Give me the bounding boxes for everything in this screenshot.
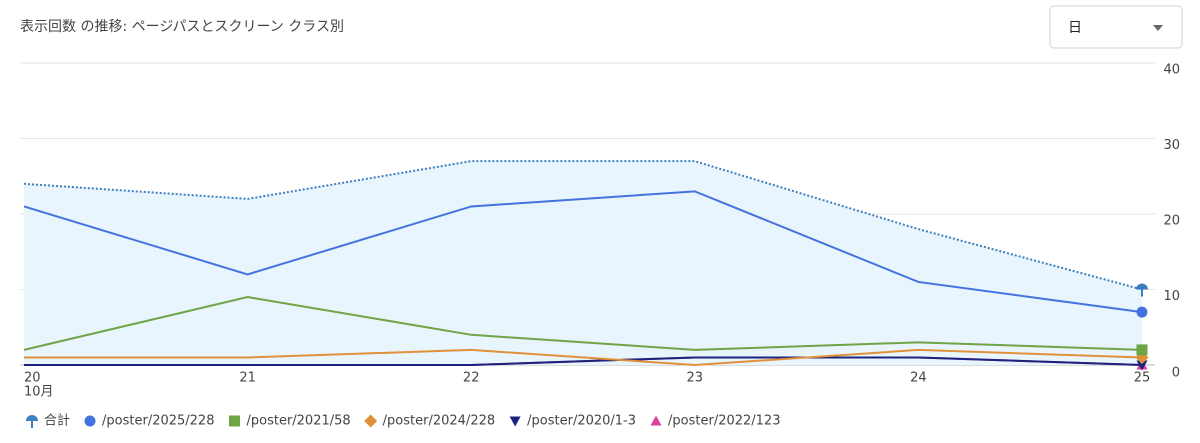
line — [23, 190, 1143, 314]
dropdown-caret[interactable] — [1153, 25, 1163, 31]
x-sublabel: 10月 — [24, 385, 54, 400]
legend-label: /poster/2020/1-3 — [527, 414, 636, 429]
y-tick-label: 10 — [1163, 289, 1180, 304]
x-tick-label: 25 — [1134, 371, 1151, 386]
chart-title: 表示回数 の推移: ページパスとスクリーン クラス別 — [20, 19, 344, 35]
marker — [364, 414, 378, 428]
marker — [1136, 283, 1148, 297]
legend-label: /poster/2022/123 — [668, 414, 780, 429]
dropdown[interactable] — [1049, 5, 1183, 49]
x-tick-label: 20 — [24, 371, 41, 386]
marker — [650, 415, 662, 426]
y-tick-label: 20 — [1163, 214, 1180, 229]
marker — [1136, 360, 1148, 371]
legend-label: /poster/2024/228 — [383, 414, 495, 429]
legend-item: /poster/2025/228 — [84, 414, 214, 429]
x-tick-label: 24 — [910, 371, 927, 386]
dropdown-value[interactable]: 日 — [1068, 20, 1082, 36]
legend-item: /poster/2024/228 — [364, 414, 495, 429]
legend-label: /poster/2021/58 — [246, 414, 350, 429]
line — [24, 348, 1143, 367]
marker — [509, 416, 521, 427]
line — [23, 296, 1143, 351]
area — [24, 161, 1142, 365]
x-tick-label: 23 — [687, 371, 704, 386]
line — [24, 356, 1143, 366]
legend-label: /poster/2025/228 — [102, 414, 214, 429]
legend-label: 合計 — [44, 413, 70, 429]
y-tick-label: 40 — [1163, 63, 1180, 78]
marker — [228, 415, 240, 427]
marker — [1136, 306, 1148, 318]
marker — [26, 415, 38, 428]
legend-item: /poster/2021/58 — [228, 414, 351, 429]
y-tick-label: 0 — [1172, 366, 1180, 381]
marker — [1136, 344, 1148, 356]
legend-item: /poster/2020/1-3 — [509, 414, 636, 429]
y-tick-label: 30 — [1163, 138, 1180, 153]
legend-item: /poster/2022/123 — [650, 414, 780, 429]
x-tick-label: 21 — [239, 371, 256, 386]
marker — [84, 415, 96, 427]
x-tick-label: 22 — [463, 371, 480, 386]
legend-item: 合計 — [26, 413, 70, 429]
